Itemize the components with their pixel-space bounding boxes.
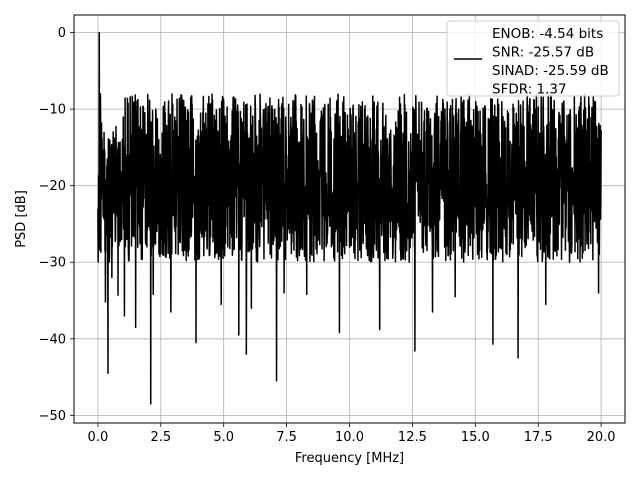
y-tick-label: −20 [39, 179, 66, 194]
x-tick-label: 5.0 [213, 430, 234, 445]
legend-entry: SINAD: -25.59 dB [492, 63, 609, 79]
psd-series-line [97, 31, 602, 405]
x-tick-label: 20.0 [587, 430, 616, 445]
legend-entry: SFDR: 1.37 [492, 82, 567, 98]
x-tick-label: 2.5 [150, 430, 171, 445]
x-tick-label: 0.0 [88, 430, 109, 445]
legend-entry: SNR: -25.57 dB [492, 45, 594, 61]
y-tick-label: −50 [39, 409, 66, 424]
x-axis-label: Frequency [MHz] [295, 451, 404, 466]
y-tick-label: −30 [39, 256, 66, 271]
y-axis-label: PSD [dB] [14, 190, 29, 248]
legend: ENOB: -4.54 bits SNR: -25.57 dB SINAD: -25… [446, 20, 620, 98]
x-tick-label: 17.5 [524, 430, 553, 445]
x-tick-label: 7.5 [276, 430, 297, 445]
legend-box [446, 20, 620, 97]
x-tick-label: 12.5 [398, 430, 427, 445]
y-tick-label: −10 [39, 103, 66, 118]
y-axis-ticks: 0 −10 −20 −30 −40 −50 [39, 26, 74, 424]
y-tick-label: 0 [58, 26, 66, 41]
x-tick-label: 15.0 [461, 430, 490, 445]
x-axis-ticks: 0.0 2.5 5.0 7.5 10.0 12.5 15.0 17.5 20.0 [88, 423, 616, 445]
legend-entry: ENOB: -4.54 bits [492, 26, 603, 42]
x-tick-label: 10.0 [335, 430, 364, 445]
y-tick-label: −40 [39, 332, 66, 347]
